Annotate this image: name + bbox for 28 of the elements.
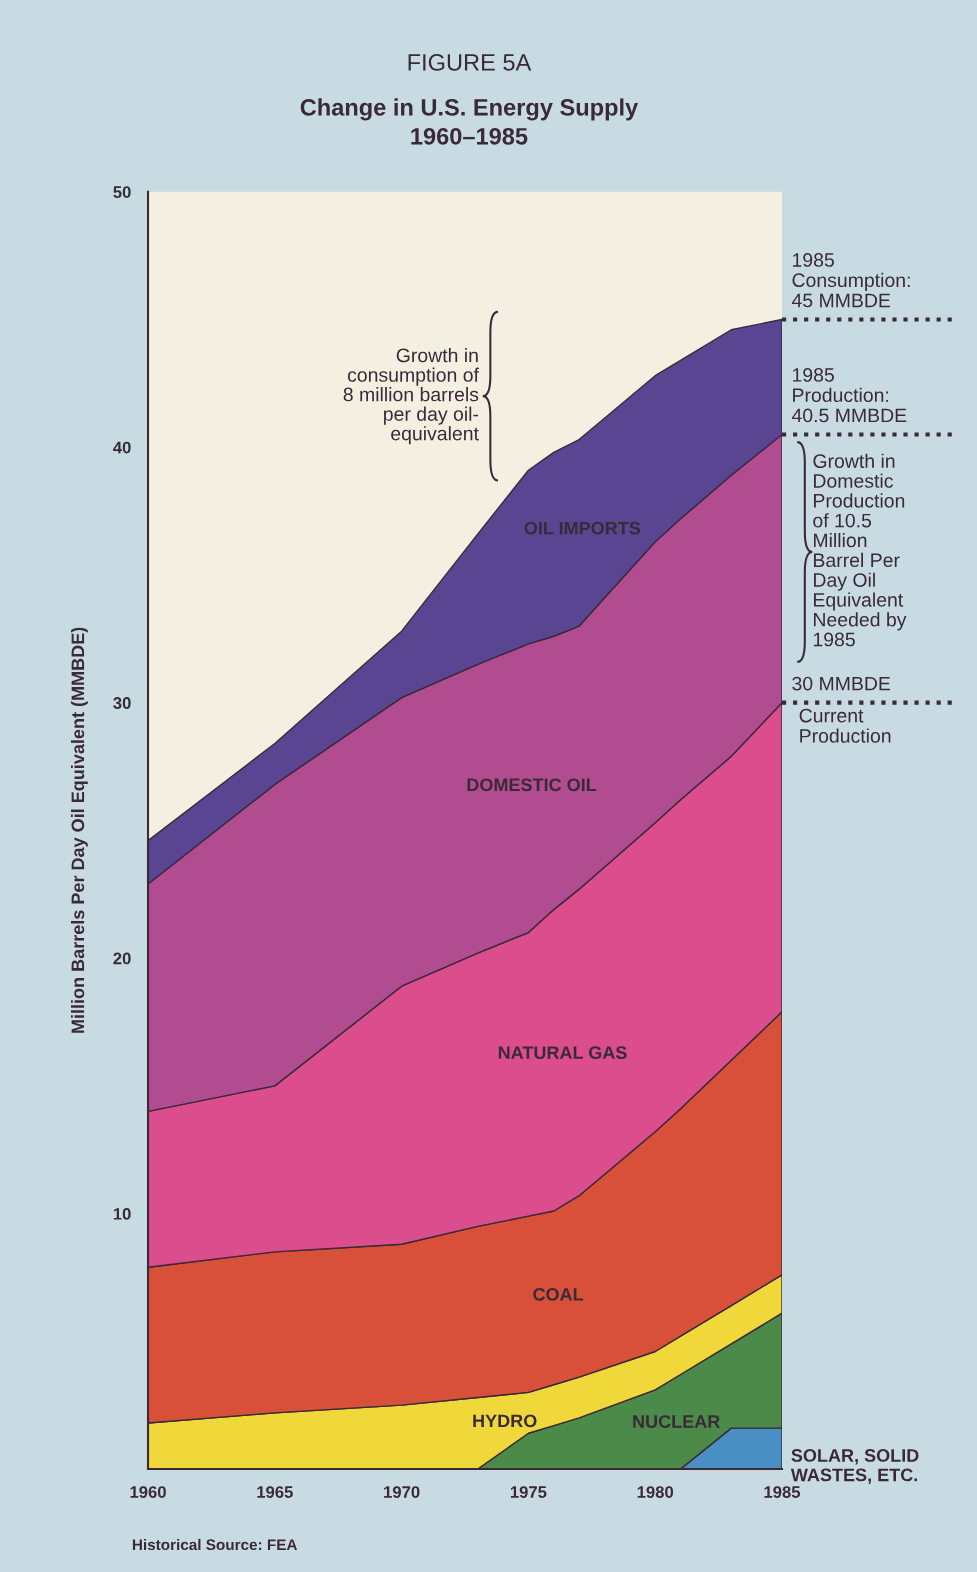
series-label: COAL bbox=[533, 1287, 584, 1301]
y-tick-label: 10 bbox=[113, 1207, 131, 1220]
caption: FIGURE 5A bbox=[408, 54, 532, 71]
ref-line-label: 30 MMBDE bbox=[792, 676, 891, 691]
series-label: NATURAL GAS bbox=[498, 1046, 627, 1059]
series-label: HYDRO bbox=[473, 1414, 537, 1428]
y-axis-title: Million Barrels Per Day Oil Equivalent (MMBDE) bbox=[70, 627, 88, 1033]
y-tick-label: 30 bbox=[113, 697, 131, 709]
series-label: SOLAR, SOLID WASTES, ETC. bbox=[790, 1449, 919, 1484]
x-tick-label: 1975 bbox=[510, 1486, 547, 1498]
chart-title: Change in U.S. Energy Supply 1960–1985 bbox=[300, 98, 639, 145]
series-label: OIL IMPORTS bbox=[524, 521, 641, 535]
series-label: DOMESTIC OIL bbox=[467, 778, 597, 792]
y-tick-label: 50 bbox=[113, 186, 131, 198]
text: Growth in Domestic Production of 10.5 Million Barrel Per Day Oil Equivalent Needed by 1985 bbox=[813, 453, 907, 647]
y-tick-label: 40 bbox=[113, 441, 131, 454]
series-label: NUCLEAR bbox=[633, 1415, 720, 1428]
x-tick-label: 1985 bbox=[764, 1486, 801, 1498]
ref-line-label: 1985 Production: 40.5 MMBDE bbox=[791, 368, 907, 423]
ref-line-label: 1985 Consumption: 45 MMBDE bbox=[791, 253, 910, 308]
y-tick-label: 20 bbox=[113, 952, 131, 965]
x-tick-label: 1970 bbox=[384, 1486, 420, 1498]
x-tick-label: 1980 bbox=[637, 1486, 674, 1498]
x-tick-label: 1960 bbox=[130, 1486, 166, 1498]
annotation: Current Production bbox=[799, 708, 891, 743]
x-tick-label: 1965 bbox=[257, 1486, 293, 1498]
annotation: Growth in consumption of 8 million barrels per day oil- equivalent bbox=[343, 348, 479, 445]
text: Historical Source: FEA bbox=[132, 1538, 298, 1551]
